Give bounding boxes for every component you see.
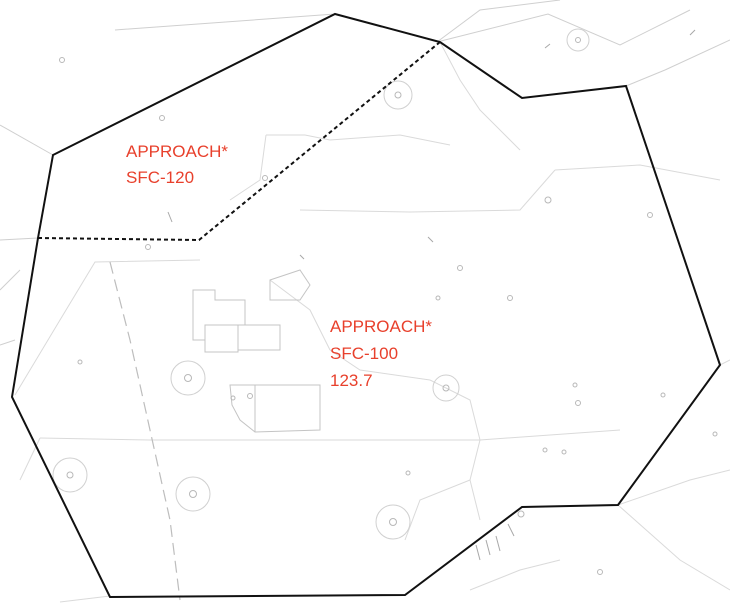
upper-area-line-2: SFC-120 <box>126 168 194 187</box>
airspace-boundary <box>10 12 722 599</box>
airport-buildings <box>192 269 321 433</box>
lower-area-line-2: SFC-100 <box>330 344 398 363</box>
runway-line <box>109 261 181 601</box>
lower-area-line-1: APPROACH* <box>330 317 432 336</box>
upper-area-label: APPROACH* SFC-120 <box>126 142 228 187</box>
navaid-symbols <box>52 28 718 575</box>
sector-divider <box>37 41 441 242</box>
boundary-ticks <box>167 29 696 561</box>
upper-area-line-1: APPROACH* <box>126 142 228 161</box>
lower-area-line-3: 123.7 <box>330 371 373 390</box>
lower-area-label: APPROACH* SFC-100 123.7 <box>330 317 432 390</box>
